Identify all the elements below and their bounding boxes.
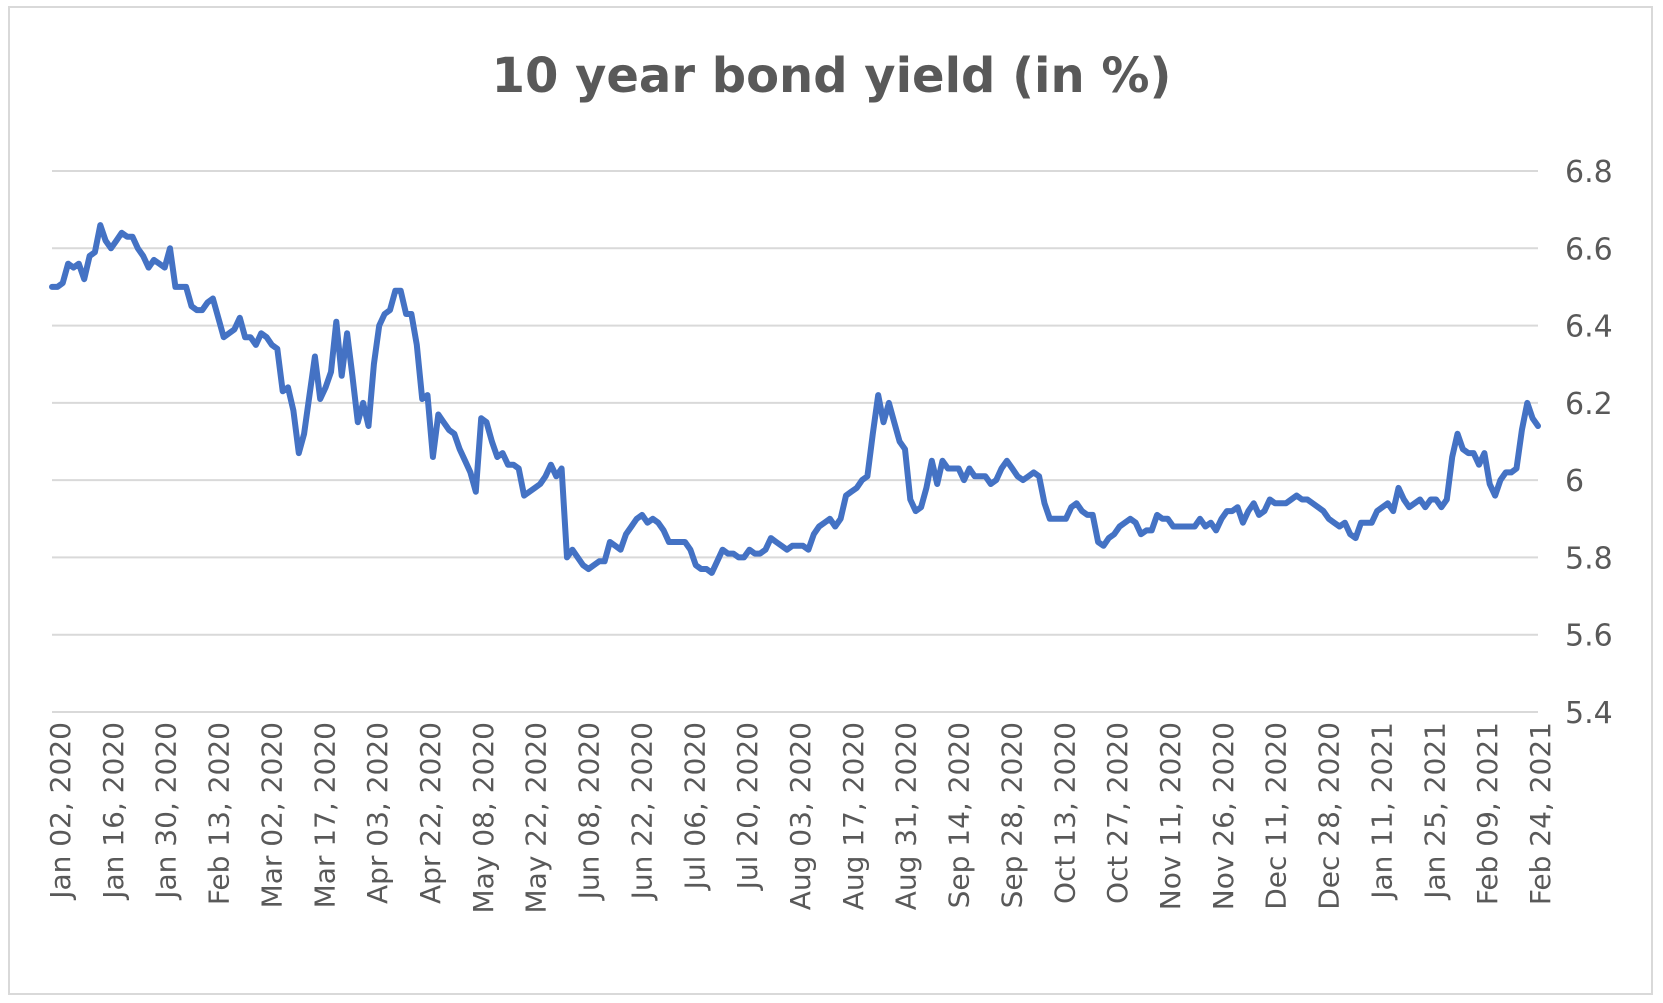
x-tick-label: Dec 28, 2020 (1313, 722, 1346, 910)
x-tick-label: Jul 20, 2020 (731, 722, 764, 891)
x-tick-label: Aug 31, 2020 (890, 722, 923, 910)
x-tick-label: Jan 02, 2020 (44, 722, 77, 901)
x-tick-label: Feb 13, 2020 (203, 722, 236, 905)
x-tick-label: Jan 25, 2021 (1418, 722, 1451, 901)
y-tick-label: 6.2 (1565, 387, 1613, 422)
x-tick-label: May 22, 2020 (520, 722, 553, 913)
x-tick-label: Feb 09, 2021 (1471, 722, 1504, 905)
y-tick-label: 6.6 (1565, 232, 1613, 267)
y-tick-label: 5.8 (1565, 541, 1613, 576)
y-axis-ticks: 5.4 5.6 5.8 6 6.2 6.4 6.6 6.8 (1565, 155, 1613, 731)
x-tick-label: Sep 28, 2020 (995, 722, 1028, 908)
x-tick-label: Sep 14, 2020 (943, 722, 976, 908)
y-tick-label: 5.4 (1565, 696, 1613, 731)
x-tick-label: Aug 03, 2020 (784, 722, 817, 910)
x-tick-label: Oct 13, 2020 (1048, 722, 1081, 904)
y-tick-label: 6.4 (1565, 310, 1613, 345)
x-tick-label: Dec 11, 2020 (1260, 722, 1293, 910)
x-axis-ticks: Jan 02, 2020 Jan 16, 2020 Jan 30, 2020 Feb … (44, 722, 1557, 913)
x-tick-label: Jan 30, 2020 (150, 722, 183, 901)
x-tick-label: Nov 11, 2020 (1154, 722, 1187, 910)
x-tick-label: May 08, 2020 (467, 722, 500, 913)
x-tick-label: Oct 27, 2020 (1101, 722, 1134, 904)
x-tick-label: Feb 24, 2021 (1524, 722, 1557, 905)
x-tick-label: Apr 22, 2020 (414, 722, 447, 904)
y-tick-label: 5.6 (1565, 619, 1613, 654)
x-tick-label: Apr 03, 2020 (361, 722, 394, 904)
series-layer (49, 222, 1541, 576)
x-tick-label: Jun 22, 2020 (625, 722, 658, 901)
chart-title: 10 year bond yield (in %) (491, 48, 1172, 104)
x-tick-label: Mar 02, 2020 (255, 722, 288, 908)
x-tick-label: Jan 11, 2021 (1365, 722, 1398, 901)
series-line (49, 222, 1541, 576)
x-tick-label: Aug 17, 2020 (837, 722, 870, 910)
y-tick-label: 6.8 (1565, 155, 1613, 190)
x-tick-label: Nov 26, 2020 (1207, 722, 1240, 910)
x-tick-label: Jul 06, 2020 (678, 722, 711, 891)
x-tick-label: Mar 17, 2020 (308, 722, 341, 908)
x-tick-label: Jun 08, 2020 (573, 722, 606, 901)
gridlines (52, 170, 1538, 713)
x-tick-label: Jan 16, 2020 (97, 722, 130, 901)
y-tick-label: 6 (1565, 464, 1584, 499)
